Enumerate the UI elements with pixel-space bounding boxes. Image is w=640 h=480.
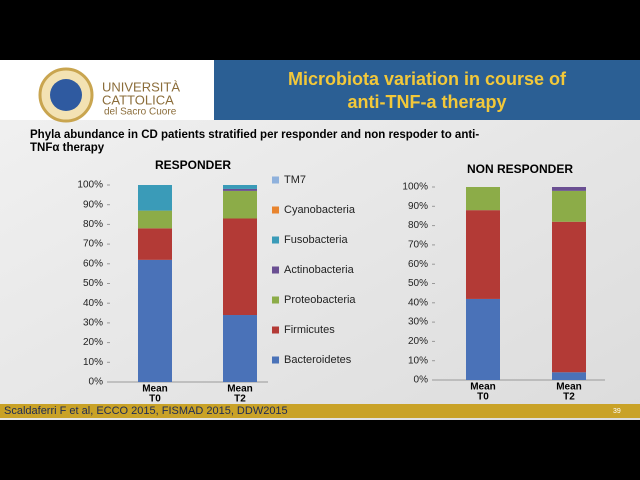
legend-label: Bacteroidetes (284, 354, 352, 366)
y-tick-label: 40% (83, 298, 103, 309)
legend-swatch (272, 326, 279, 334)
x-tick-label: T0 (149, 394, 161, 405)
y-tick-label: 60% (408, 259, 428, 270)
bar-segment (466, 187, 500, 211)
y-tick-label: 80% (408, 220, 428, 231)
bar-segment (138, 228, 172, 260)
legend-label: Proteobacteria (284, 294, 356, 306)
legend-swatch (272, 296, 279, 304)
bar-segment (466, 298, 500, 380)
slide-title: Microbiota variation in course of (288, 69, 567, 89)
logo-emblem-center (50, 79, 82, 111)
bar-segment (552, 187, 586, 191)
legend-label: Cyanobacteria (284, 204, 356, 216)
y-tick-label: 30% (408, 317, 428, 328)
logo-text: UNIVERSITÀ (102, 79, 180, 94)
legend-swatch (272, 236, 279, 244)
y-tick-label: 70% (408, 240, 428, 251)
bar-segment (466, 210, 500, 299)
legend-swatch (272, 176, 279, 184)
bar-segment (552, 372, 586, 380)
y-tick-label: 0% (414, 375, 429, 386)
x-tick-label: T2 (563, 392, 575, 403)
legend-label: Firmicutes (284, 324, 335, 336)
x-tick-label: T0 (477, 392, 489, 403)
footer-bar (0, 404, 640, 418)
y-tick-label: 80% (83, 219, 103, 230)
chart-title: RESPONDER (155, 158, 231, 172)
y-tick-label: 90% (83, 199, 103, 210)
logo-area (0, 60, 214, 120)
bar-segment (223, 188, 257, 191)
y-tick-label: 90% (408, 201, 428, 212)
bar-segment (223, 185, 257, 189)
bar-segment (138, 185, 172, 211)
legend-label: TM7 (284, 174, 306, 186)
y-tick-label: 50% (83, 278, 103, 289)
y-tick-label: 100% (77, 180, 103, 191)
bar-segment (223, 218, 257, 316)
bar-segment (552, 221, 586, 373)
legend-label: Actinobacteria (284, 264, 355, 276)
subtitle: Phyla abundance in CD patients stratifie… (30, 129, 479, 141)
y-tick-label: 10% (83, 357, 103, 368)
y-tick-label: 60% (83, 258, 103, 269)
y-tick-label: 10% (408, 355, 428, 366)
logo-text: del Sacro Cuore (104, 107, 177, 118)
legend-swatch (272, 356, 279, 364)
x-tick-label: Mean (556, 382, 582, 393)
logo-text: CATTOLICA (102, 92, 174, 107)
page-number: 39 (613, 408, 621, 415)
chart-title: NON RESPONDER (467, 162, 573, 176)
legend-swatch (272, 206, 279, 214)
y-tick-label: 30% (83, 318, 103, 329)
x-tick-label: Mean (142, 384, 168, 395)
y-tick-label: 20% (408, 336, 428, 347)
y-tick-label: 40% (408, 297, 428, 308)
subtitle: TNFα therapy (30, 142, 105, 154)
bar-segment (223, 315, 257, 382)
bar-segment (552, 190, 586, 222)
y-tick-label: 20% (83, 337, 103, 348)
y-tick-label: 50% (408, 278, 428, 289)
y-tick-label: 0% (89, 377, 104, 388)
legend-swatch (272, 266, 279, 274)
title-bar (214, 60, 640, 120)
y-tick-label: 100% (402, 182, 428, 193)
bar-segment (138, 259, 172, 382)
x-tick-label: T2 (234, 394, 246, 405)
y-tick-label: 70% (83, 239, 103, 250)
bar-segment (223, 190, 257, 219)
x-tick-label: Mean (227, 384, 253, 395)
bar-segment (138, 210, 172, 229)
footer-text: Scaldaferri F et al, ECCO 2015, FISMAD 2… (4, 405, 288, 417)
x-tick-label: Mean (470, 382, 496, 393)
slide-title: anti-TNF-a therapy (347, 92, 506, 112)
legend-label: Fusobacteria (284, 234, 348, 246)
